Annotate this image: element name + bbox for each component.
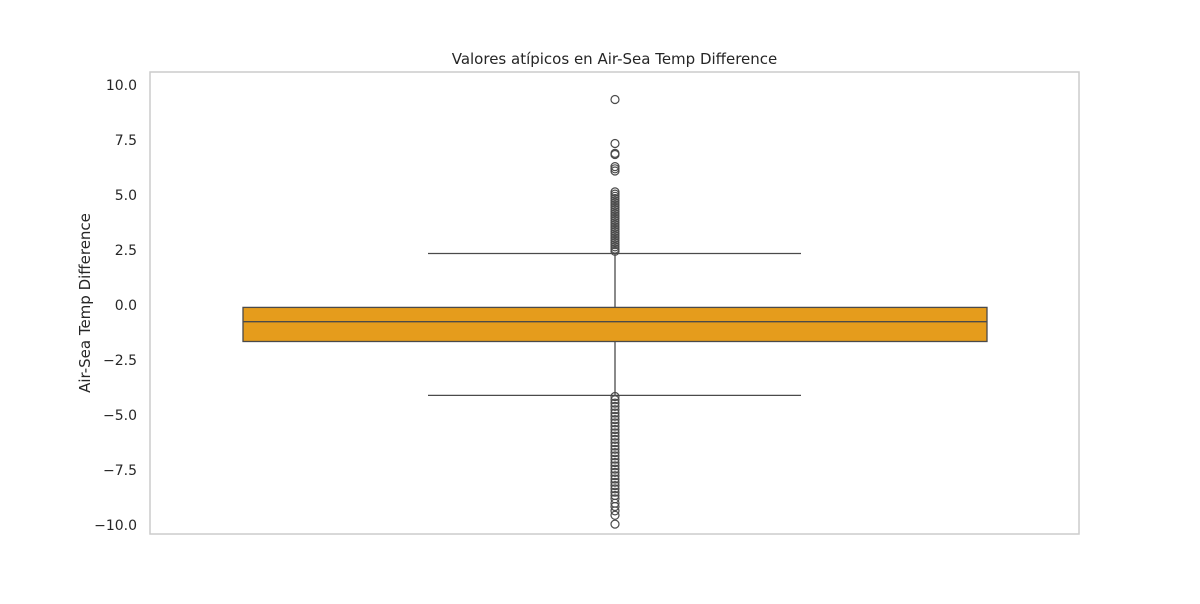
y-tick-label: −2.5: [103, 353, 137, 369]
outlier-point: [610, 246, 620, 256]
y-axis-ticks: 10.0 7.5 5.0 2.5 0.0 −2.5 −5.0 −7.5 −10.0: [94, 78, 137, 534]
outlier-point: [610, 477, 620, 487]
outlier-point: [610, 484, 620, 494]
outlier-point: [610, 487, 620, 497]
y-tick-label: 7.5: [115, 133, 137, 149]
outlier-point: [610, 467, 620, 477]
outlier-point: [610, 138, 620, 149]
outlier-point: [610, 464, 620, 474]
outlier-point: [610, 401, 620, 411]
outlier-point: [610, 471, 620, 481]
y-tick-label: 5.0: [115, 188, 137, 204]
chart-title: Valores atípicos en Air-Sea Temp Differe…: [452, 50, 778, 68]
y-tick-label: 10.0: [106, 78, 137, 94]
outlier-point: [610, 428, 620, 438]
outliers-group: [610, 94, 620, 529]
outlier-point: [610, 474, 620, 484]
outlier-point: [610, 94, 620, 105]
outlier-point: [610, 398, 620, 408]
outlier-point: [610, 166, 620, 176]
y-tick-label: −7.5: [103, 463, 137, 479]
outlier-point: [610, 441, 620, 451]
outlier-point: [610, 421, 620, 431]
outlier-point: [610, 501, 620, 512]
axes-frame: [149, 71, 1080, 535]
outlier-point: [610, 457, 620, 468]
outlier-point: [610, 510, 620, 520]
outlier-point: [610, 519, 620, 529]
outlier-point: [610, 454, 620, 464]
outlier-point: [610, 444, 620, 454]
outlier-point: [610, 434, 620, 444]
y-tick-label: −10.0: [94, 518, 137, 534]
outlier-point: [610, 451, 620, 461]
outlier-point: [610, 391, 620, 402]
outlier-point: [610, 395, 620, 405]
outlier-point: [610, 405, 620, 415]
outlier-point: [610, 149, 620, 160]
outlier-point: [610, 506, 620, 516]
outlier-point: [610, 431, 620, 441]
outlier-point: [610, 438, 620, 448]
y-axis-label: Air-Sea Temp Difference: [76, 213, 94, 393]
y-tick-label: 2.5: [115, 243, 137, 259]
outlier-point: [610, 461, 620, 471]
outlier-point: [610, 481, 620, 491]
outlier-point: [610, 415, 620, 425]
outlier-point: [610, 424, 620, 435]
y-tick-label: 0.0: [115, 298, 137, 314]
outlier-point: [610, 408, 620, 418]
outlier-point: [610, 418, 620, 428]
y-tick-label: −5.0: [103, 408, 137, 424]
outlier-point: [610, 411, 620, 421]
boxplot-group: [242, 252, 988, 397]
outlier-point: [610, 448, 620, 458]
iqr-box: [242, 306, 988, 343]
